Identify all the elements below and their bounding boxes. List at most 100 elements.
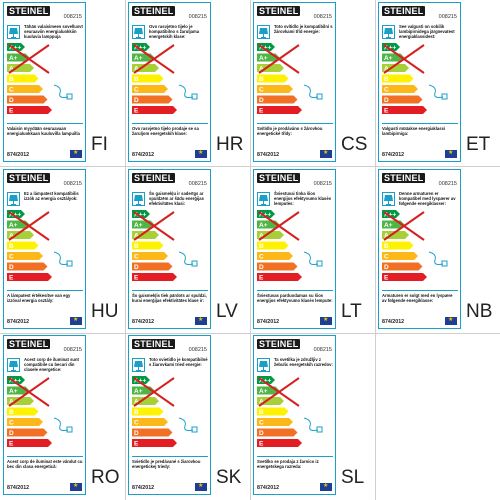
sold-with-text: A lámpatest értékesítve van egy izzóval … [7, 292, 71, 303]
cross-out-line [8, 377, 50, 407]
lamp-icon [7, 191, 20, 206]
energy-label-hu: STEINEL 008215 Ez a lámpatest kompatibilis… [0, 167, 125, 333]
divider [132, 456, 208, 457]
energy-class-letter: A++ [134, 45, 146, 52]
language-code: SK [216, 467, 242, 488]
plug-icon [302, 81, 324, 103]
energy-class-letter: A++ [384, 45, 396, 52]
lamp-icon [7, 358, 20, 372]
energy-class-letter: A++ [134, 378, 146, 385]
energy-class-arrow [257, 95, 298, 104]
energy-class-letter: B [9, 243, 14, 250]
energy-class-letter: C [259, 253, 264, 260]
energy-class-letter: A+ [9, 222, 18, 229]
energy-class-arrow [257, 407, 289, 416]
energy-class-letter: A+ [9, 55, 18, 62]
plug-icon [52, 81, 74, 103]
energy-class-arrow [7, 85, 43, 93]
lamp-icon [132, 191, 145, 206]
energy-class-letter: A [9, 399, 14, 406]
energy-class-arrow [132, 262, 173, 270]
energy-class-arrow [382, 262, 423, 270]
eu-flag-icon [320, 482, 332, 491]
regulation-number: 874/2012 [132, 152, 155, 158]
eu-flag-icon [195, 316, 207, 325]
energy-class-arrow [382, 106, 427, 114]
language-code: HR [216, 134, 244, 155]
language-code: CS [341, 134, 368, 155]
divider [132, 123, 208, 124]
regulation-number: 874/2012 [132, 485, 155, 491]
compatibility-text: Ez a lámpatest kompatibilis izzók az ene… [24, 190, 79, 201]
lamp-icon [257, 191, 270, 206]
grid-divider [250, 0, 251, 500]
product-code: 008215 [438, 14, 457, 20]
energy-class-arrow [257, 439, 302, 447]
energy-class-arrow [257, 272, 302, 281]
energy-class-arrow [7, 241, 39, 249]
energy-class-arrow [382, 251, 418, 260]
energy-label-card: STEINEL 008215 Toto svítidlo je kompatibil… [253, 2, 336, 162]
brand-logo: STEINEL [132, 6, 176, 16]
energy-class-letter: D [384, 97, 389, 104]
language-code: LV [216, 300, 238, 322]
language-code: NB [466, 300, 493, 322]
grid-divider [125, 0, 126, 500]
cross-out-line [258, 44, 300, 74]
energy-class-arrow [7, 418, 43, 426]
energy-class-letter: E [9, 441, 14, 448]
eu-flag-icon [70, 482, 82, 491]
cross-out-line [133, 210, 175, 241]
energy-label-hr: STEINEL 008215 Ovo rasvjetno tijelo je kom… [125, 0, 250, 166]
energy-class-arrow [7, 376, 25, 384]
energy-class-arrow [257, 106, 302, 114]
divider [7, 289, 83, 291]
energy-class-letter: A+ [259, 55, 268, 62]
sold-with-text: Acest corp de iluminat este vândut cu be… [7, 459, 83, 469]
energy-label-card: STEINEL 008215 Šviestuvai tinka šios energ… [253, 168, 336, 329]
energy-class-letter: D [134, 97, 139, 104]
energy-class-arrow [132, 376, 150, 384]
energy-class-letter: D [259, 430, 264, 437]
language-code: SL [341, 467, 365, 488]
energy-class-arrow [7, 272, 52, 281]
eu-flag-icon [70, 316, 82, 325]
energy-class-arrow [132, 428, 173, 437]
compatibility-text: Toto svítidlo je kompatibilní s žárovkam… [274, 24, 333, 34]
energy-class-arrow [257, 428, 298, 437]
energy-class-arrow [7, 428, 48, 437]
sold-with-text: Armaturen er solgt med en lyspære av føl… [382, 292, 453, 303]
eu-flag-icon [445, 316, 457, 325]
energy-class-letter: A+ [259, 388, 268, 395]
energy-class-letter: A+ [384, 222, 393, 229]
divider [382, 289, 458, 291]
energy-class-arrow [7, 106, 52, 114]
brand-logo: STEINEL [257, 339, 301, 349]
energy-class-arrow [382, 85, 418, 93]
energy-class-letter: B [9, 409, 14, 416]
energy-class-letter: A++ [9, 378, 21, 385]
energy-class-letter: E [384, 108, 389, 115]
compatibility-text: Tähän valaisimeen sovellusvt seuraaviin … [24, 24, 83, 39]
energy-class-letter: A [134, 66, 139, 73]
eu-flag-icon [445, 149, 457, 158]
energy-class-arrow [257, 43, 275, 51]
regulation-number: 874/2012 [7, 318, 30, 325]
grid-divider [375, 0, 376, 500]
regulation-number: 874/2012 [257, 485, 280, 491]
energy-class-letter: C [9, 87, 14, 94]
product-code: 008215 [63, 14, 82, 20]
energy-class-letter: A [259, 232, 264, 239]
energy-class-letter: C [384, 87, 389, 94]
energy-class-letter: D [9, 430, 14, 437]
lamp-icon [7, 25, 20, 39]
sold-with-text: Svítidlo je prodáváno s žárovkou energet… [257, 126, 323, 136]
energy-class-arrow [382, 209, 400, 218]
regulation-number: 874/2012 [382, 152, 405, 158]
energy-class-arrow [382, 74, 414, 83]
energy-class-letter: D [9, 97, 14, 104]
